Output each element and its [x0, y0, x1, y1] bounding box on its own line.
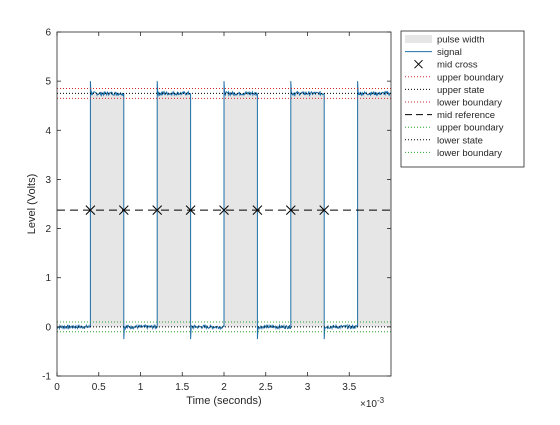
legend-label-upper-boundary-2: upper boundary	[437, 123, 504, 134]
legend-entry-mid-cross: mid cross	[414, 59, 478, 71]
legend-label-lower-boundary-1: lower boundary	[437, 98, 502, 109]
x-exponent-base: ×10	[360, 399, 377, 410]
y-tick-label: 5	[45, 77, 51, 88]
legend-entry-upper-state: upper state	[405, 85, 485, 96]
legend-label-upper-boundary-1: upper boundary	[437, 72, 504, 83]
legend-label-lower-state: lower state	[437, 135, 483, 146]
x-tick-label: 1	[138, 382, 144, 393]
legend-label-lower-boundary-2: lower boundary	[437, 148, 502, 159]
y-tick-label: 3	[45, 175, 51, 186]
legend-entry-upper-boundary-1: upper boundary	[405, 72, 504, 83]
plot-content	[57, 81, 391, 340]
legend-entry-signal: signal	[405, 47, 462, 58]
legend-label-mid-cross: mid cross	[437, 60, 478, 71]
legend-swatch-mid-cross	[414, 59, 423, 69]
mid-cross-marker-8	[319, 205, 330, 215]
pulse-width-region-1	[90, 93, 124, 327]
x-tick-label: 2.5	[259, 382, 273, 393]
legend-swatch-pulse-width	[405, 35, 432, 43]
legend-label-mid-reference: mid reference	[437, 110, 495, 121]
y-tick-label: 0	[45, 322, 51, 333]
mid-cross-marker-5	[219, 205, 229, 215]
legend-entry-lower-boundary-2: lower boundary	[405, 148, 502, 159]
y-axis-label: Level (Volts)	[26, 174, 38, 235]
x-exponent-label: ×10-3	[360, 396, 385, 410]
legend-label-pulse-width: pulse width	[437, 35, 485, 46]
x-exponent-power: -3	[377, 396, 385, 405]
legend-box	[400, 30, 525, 168]
mid-cross-marker-1	[85, 205, 96, 215]
legend-entry-lower-state: lower state	[405, 135, 483, 146]
x-tick-label: 0.5	[92, 382, 106, 393]
x-tick-label: 3	[305, 382, 311, 393]
y-tick-label: 6	[45, 28, 51, 39]
legend-entry-pulse-width: pulse width	[405, 35, 485, 46]
legend-entry-mid-reference: mid reference	[405, 110, 495, 121]
y-tick-label: 4	[45, 126, 51, 137]
x-tick-label: 2	[221, 382, 227, 393]
x-tick-label: 3.5	[342, 382, 356, 393]
mid-cross-marker-6	[252, 205, 263, 215]
mid-cross-marker-7	[285, 205, 296, 215]
legend-label-signal: signal	[437, 47, 462, 58]
mid-cross-marker-2	[118, 205, 129, 215]
mid-cross-marker-3	[152, 205, 163, 215]
legend-entry-lower-boundary-1: lower boundary	[405, 98, 502, 109]
legend-entry-upper-boundary-2: upper boundary	[405, 123, 504, 134]
y-tick-label: -1	[42, 372, 51, 383]
mid-cross-marker-4	[185, 205, 196, 215]
x-tick-label: 1.5	[175, 382, 189, 393]
legend-label-upper-state: upper state	[437, 85, 485, 96]
y-tick-label: 1	[45, 273, 51, 284]
y-tick-label: 2	[45, 224, 51, 235]
signal-line	[57, 81, 391, 340]
x-tick-label: 0	[54, 382, 60, 393]
x-axis-label: Time (seconds)	[186, 395, 261, 407]
